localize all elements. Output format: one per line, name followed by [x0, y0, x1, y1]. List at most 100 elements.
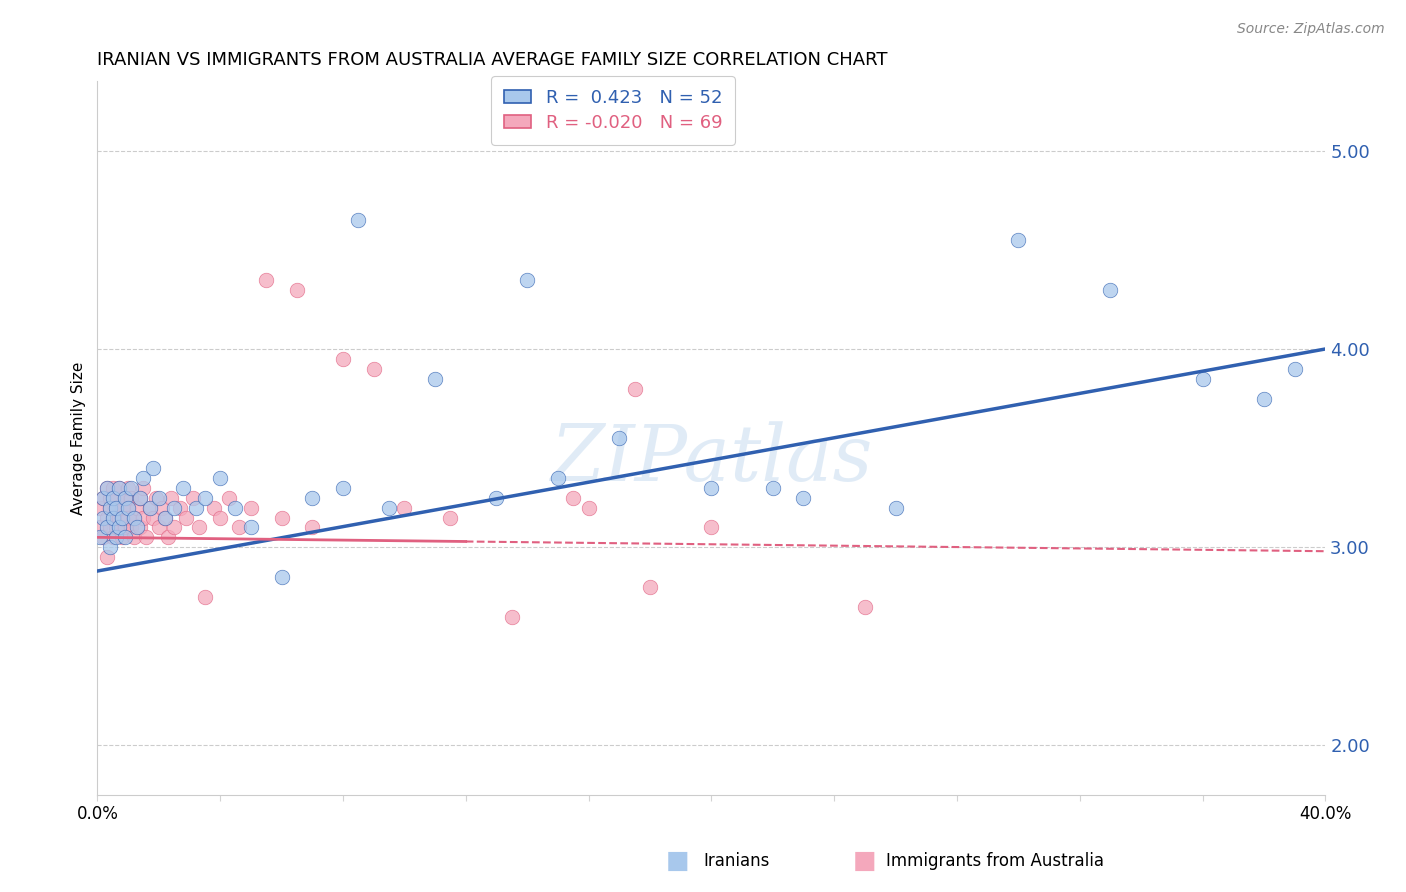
Point [93, 510, 115, 524]
Point [98, 500, 121, 515]
Point [104, 530, 127, 544]
Point [127, 500, 149, 515]
Point [884, 500, 907, 515]
Point [270, 570, 292, 584]
Point [516, 272, 538, 286]
Point [93, 491, 115, 505]
Point [114, 491, 136, 505]
Point [108, 481, 131, 495]
Point [378, 500, 401, 515]
Point [111, 530, 134, 544]
Point [423, 372, 446, 386]
Point [114, 530, 136, 544]
Point [96, 510, 118, 524]
Point [101, 481, 124, 495]
Point [108, 510, 131, 524]
Point [98, 500, 121, 515]
Point [145, 491, 167, 505]
Point [108, 481, 131, 495]
Point [218, 491, 240, 505]
Legend: R =  0.423   N = 52, R = -0.020   N = 69: R = 0.423 N = 52, R = -0.020 N = 69 [491, 76, 735, 145]
Point [607, 431, 630, 445]
Point [181, 491, 204, 505]
Point [700, 481, 723, 495]
Point [104, 500, 127, 515]
Point [184, 500, 207, 515]
Point [239, 500, 262, 515]
Point [132, 481, 155, 495]
Point [89, 500, 111, 515]
Point [101, 510, 124, 524]
Point [148, 491, 170, 505]
Point [98, 520, 121, 534]
Point [96, 481, 118, 495]
Point [228, 520, 250, 534]
Text: ■: ■ [666, 849, 689, 872]
Point [96, 520, 118, 534]
Point [1191, 372, 1213, 386]
Point [209, 471, 232, 485]
Point [332, 481, 354, 495]
Text: Iranians: Iranians [703, 852, 769, 870]
Point [347, 213, 370, 227]
Point [89, 520, 111, 534]
Point [187, 520, 209, 534]
Point [129, 491, 152, 505]
Point [1284, 361, 1306, 376]
Point [169, 500, 191, 515]
Text: ■: ■ [853, 849, 876, 872]
Y-axis label: Average Family Size: Average Family Size [72, 361, 86, 515]
Point [485, 491, 508, 505]
Point [104, 520, 127, 534]
Point [129, 491, 152, 505]
Point [439, 510, 461, 524]
Point [101, 530, 124, 544]
Point [224, 500, 246, 515]
Point [89, 530, 111, 544]
Point [394, 500, 416, 515]
Point [501, 609, 523, 624]
Text: Source: ZipAtlas.com: Source: ZipAtlas.com [1237, 22, 1385, 37]
Point [120, 520, 142, 534]
Point [132, 471, 155, 485]
Point [1253, 392, 1275, 406]
Point [117, 510, 139, 524]
Point [108, 520, 131, 534]
Point [153, 510, 176, 524]
Point [202, 500, 225, 515]
Point [176, 510, 198, 524]
Point [363, 361, 385, 376]
Point [194, 491, 217, 505]
Point [142, 510, 165, 524]
Point [194, 590, 217, 604]
Point [172, 481, 194, 495]
Point [578, 500, 600, 515]
Point [129, 520, 152, 534]
Point [163, 500, 186, 515]
Point [562, 491, 585, 505]
Point [104, 491, 127, 505]
Point [96, 481, 118, 495]
Point [101, 510, 124, 524]
Point [122, 510, 145, 524]
Point [270, 510, 292, 524]
Point [135, 530, 157, 544]
Point [148, 520, 170, 534]
Point [111, 500, 134, 515]
Point [142, 461, 165, 475]
Point [792, 491, 814, 505]
Point [114, 491, 136, 505]
Point [623, 382, 645, 396]
Point [93, 491, 115, 505]
Point [1007, 233, 1029, 247]
Point [853, 599, 876, 614]
Point [117, 500, 139, 515]
Point [93, 530, 115, 544]
Point [700, 520, 723, 534]
Point [138, 500, 160, 515]
Point [132, 510, 155, 524]
Point [120, 481, 142, 495]
Point [98, 491, 121, 505]
Point [1099, 283, 1122, 297]
Point [101, 491, 124, 505]
